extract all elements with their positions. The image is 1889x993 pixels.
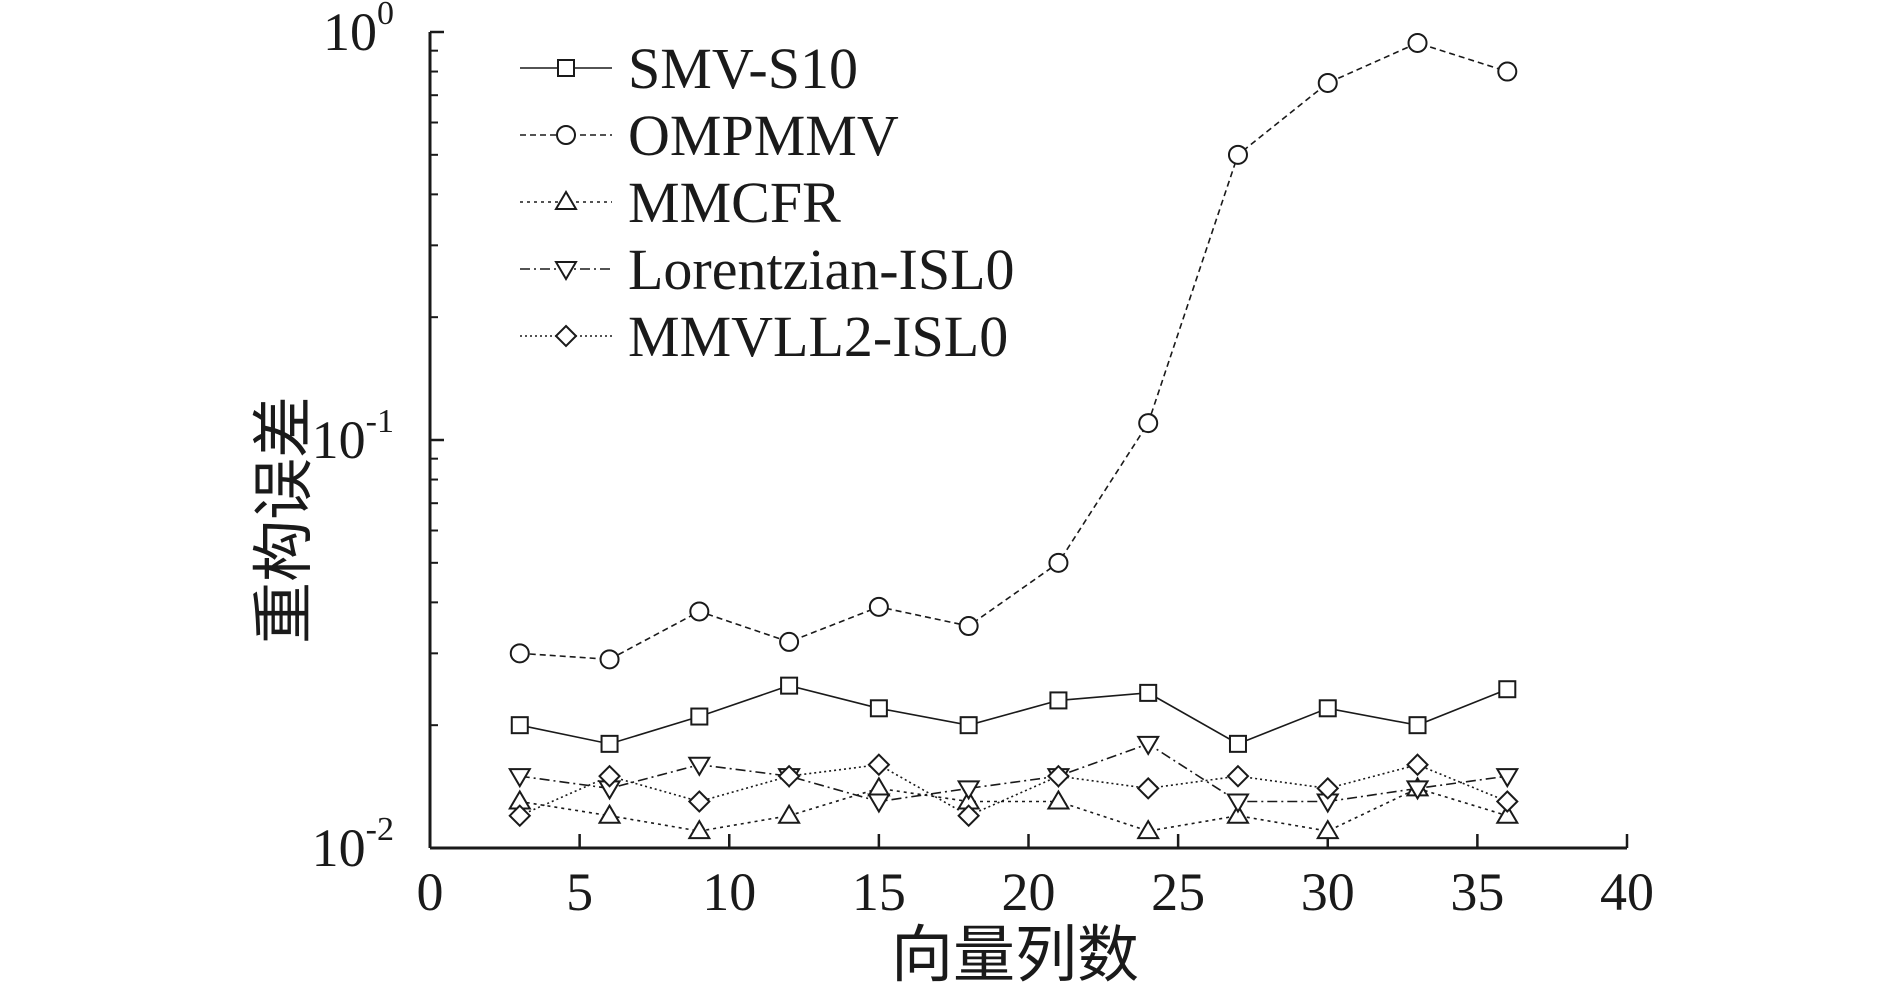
x-tick-label: 10 [702,862,756,922]
axis-ticks: 0 5 10 15 20 25 30 35 40 10-2 10-1 100 [312,0,1654,922]
data-point [1495,768,1520,789]
data-point [598,764,621,788]
data-point [1406,753,1429,777]
legend-label: MMCFR [628,170,841,235]
data-point [510,716,529,735]
data-point [1139,683,1158,702]
x-tick-label: 35 [1450,862,1504,922]
data-point [957,804,981,828]
x-tick-label: 30 [1301,862,1355,922]
data-point [1495,790,1519,813]
data-point [956,780,981,801]
series-line [519,763,1508,817]
series-line [519,787,1508,832]
data-point [867,776,891,797]
legend-label: OMPMMV [628,103,899,168]
data-point [1317,72,1338,93]
data-point [597,803,622,824]
data-point [867,793,891,814]
series-line [519,742,1508,803]
series-mmcfr [508,776,1520,840]
data-point [1405,780,1430,801]
x-tick-label: 0 [417,862,444,922]
data-point [1495,803,1520,824]
plot-axes [428,32,1627,850]
x-tick-label: 25 [1151,862,1205,922]
y-tick-label: 10-1 [312,403,394,470]
y-axis-title: 重构误差 [251,396,319,644]
data-point [1316,819,1340,840]
data-point [1318,699,1337,718]
legend-marker [556,125,576,145]
data-point [959,716,978,735]
series-line [519,684,1508,745]
data-point [1136,735,1160,756]
data-point [1316,776,1340,800]
data-point [1228,734,1247,753]
y-tick-label: 100 [323,0,394,62]
data-point [1047,764,1070,788]
series-mmvll2-isl0 [508,753,1519,828]
data-point [1226,764,1250,788]
data-point [599,649,620,670]
data-point [779,631,800,652]
series-smv-s10 [510,676,1517,753]
series-line [519,42,1508,661]
legend: SMV-S10OMPMMVMMCFRLorentzian-ISL0MMVLL2-… [520,36,1015,369]
data-point [1136,776,1160,800]
data-point [868,596,889,617]
data-point [777,803,801,824]
y-tick-label: 10-2 [312,811,394,878]
data-point [780,676,799,695]
data-point [1498,680,1517,699]
legend-label: SMV-S10 [628,36,858,101]
series-lorentzian-isl0 [508,735,1520,814]
series-ompmmv [509,32,1518,670]
data-point [508,768,532,789]
legend-label: MMVLL2-ISL0 [628,304,1008,369]
data-point [1226,803,1250,824]
x-tick-label: 5 [566,862,593,922]
data-point [869,699,888,718]
legend-marker [554,324,578,348]
data-point [687,756,712,777]
data-point [689,601,710,622]
data-point [777,764,801,788]
x-axis-title: 向量列数 [891,922,1139,990]
x-tick-label: 15 [852,862,906,922]
series-layer [508,32,1520,840]
legend-marker [554,190,578,210]
legend-marker [554,261,578,281]
legend-marker [557,59,575,77]
data-point [509,643,530,664]
data-point [1046,789,1071,810]
data-point [1049,691,1068,710]
data-point [1497,61,1518,82]
data-point [958,616,979,637]
data-point [687,819,712,840]
legend-label: Lorentzian-ISL0 [628,237,1015,302]
data-point [867,753,891,777]
x-tick-label: 20 [1002,862,1056,922]
data-point [1226,793,1250,814]
data-point [687,790,711,813]
data-point [690,707,709,726]
data-point [1227,144,1248,165]
data-point [600,734,619,753]
x-tick-label: 40 [1600,862,1654,922]
data-point [1407,32,1428,53]
data-point [1048,552,1069,573]
data-point [1138,413,1159,434]
data-point [508,804,532,828]
data-point [1408,716,1427,735]
data-point [1136,819,1160,840]
